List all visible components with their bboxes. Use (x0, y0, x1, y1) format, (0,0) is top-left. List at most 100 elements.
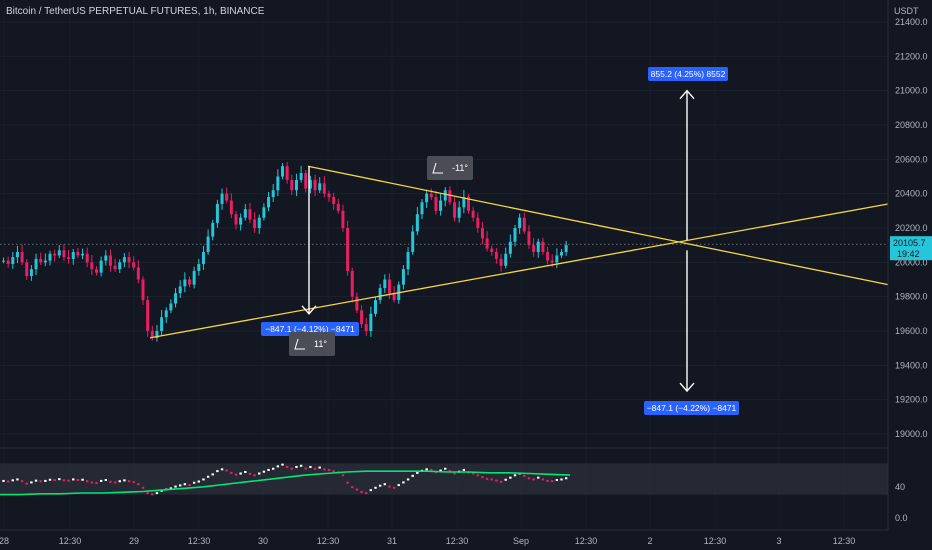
candle-body (104, 255, 108, 261)
candle-body (239, 217, 243, 225)
rsi-point (527, 477, 531, 480)
candle-body (327, 193, 331, 198)
rsi-point (392, 486, 396, 489)
candle-body (122, 257, 126, 263)
candle-body (76, 252, 80, 256)
rsi-point (20, 480, 24, 483)
rsi-point (258, 472, 261, 475)
rsi-point (378, 484, 382, 487)
rsi-point (383, 483, 386, 486)
candle-body (271, 190, 275, 198)
trendlines (149, 165, 889, 339)
price-tick-label: 20400.0 (895, 189, 928, 199)
price-tick-label: 19800.0 (895, 292, 928, 302)
candle-body (448, 190, 452, 203)
candle-body (518, 217, 522, 228)
candle-body (25, 262, 29, 277)
time-tick-label: 2 (647, 536, 652, 546)
candle-body (178, 286, 182, 294)
rsi-point (513, 474, 517, 477)
rsi-point (95, 482, 98, 485)
price-tick-label: 20600.0 (895, 154, 928, 164)
rsi-point (109, 480, 112, 483)
rsi-point (360, 490, 363, 493)
rsi-point (299, 464, 303, 467)
rsi-point (76, 479, 80, 482)
rsi-point (430, 468, 433, 471)
candle-body (387, 279, 391, 294)
candle-body (401, 269, 405, 285)
candle-body (522, 217, 526, 232)
rsi-point (123, 479, 126, 482)
rsi-point (253, 474, 256, 477)
candle-body (411, 231, 415, 253)
angle-label-2-icon (294, 338, 305, 350)
candle-body (508, 241, 512, 254)
rsi-point (388, 485, 391, 488)
rsi-point (295, 465, 298, 468)
candle-body (20, 252, 24, 263)
candle-body (439, 200, 443, 211)
rsi-point (439, 469, 442, 472)
candle-body (85, 253, 89, 263)
candle-body (160, 317, 164, 331)
candle-body (150, 331, 154, 338)
rsi-point (141, 486, 145, 489)
rsi-point (169, 487, 173, 490)
rsi-point (262, 470, 266, 473)
rsi-point (537, 476, 540, 479)
measure-arrow-3-head (679, 382, 695, 393)
candle-body (81, 253, 85, 256)
price-tick-label: 19400.0 (895, 360, 928, 370)
candle-body (513, 228, 517, 242)
rsi-point (151, 493, 154, 496)
rsi-point (146, 492, 149, 495)
candle-body (550, 260, 554, 263)
candle-body (220, 193, 224, 204)
time-tick-label: 29 (129, 536, 139, 546)
rsi-point (234, 473, 238, 476)
rsi-point (564, 477, 568, 480)
measure-label-2-box (648, 67, 728, 81)
current-price-badge (890, 236, 932, 261)
candle-body (2, 260, 5, 262)
rsi-point (481, 476, 484, 479)
measure-label-3: −847.1 (−4.22%) −8471 (647, 403, 737, 413)
measure-label-1-box (261, 322, 359, 336)
rsi-point (453, 472, 456, 475)
candle-body (332, 197, 336, 204)
candle-body (485, 238, 489, 249)
candle-body (243, 209, 247, 218)
price-axis: 19000.0 19200.0 19400.0 19600.0 19800.0 20000… (887, 0, 932, 530)
rsi-point (197, 480, 200, 483)
candle-body (322, 183, 326, 194)
rsi-point (67, 479, 70, 482)
candle-body (39, 258, 43, 263)
candle-body (71, 252, 75, 259)
rsi-point (444, 467, 447, 470)
rsi-point (2, 479, 5, 482)
candle-body (43, 260, 47, 263)
rsi-point (239, 472, 242, 475)
rsi-point (34, 479, 38, 482)
candle-body (350, 270, 354, 297)
rsi-point (495, 479, 498, 482)
rsi-point (355, 488, 359, 491)
rsi-point (402, 481, 405, 484)
rsi-point (341, 474, 345, 477)
rsi-point (462, 468, 466, 471)
measure-arrow-1-head (301, 305, 317, 315)
candle-body (90, 262, 94, 270)
rsi-point (471, 472, 475, 475)
candle-body (11, 257, 15, 265)
candle-body (546, 252, 550, 261)
rsi-point (44, 479, 47, 482)
price-tick-label: 21200.0 (895, 51, 928, 61)
angle-label-2-box (289, 332, 335, 356)
rsi-point (53, 479, 56, 482)
rsi-point (30, 481, 33, 484)
rsi-point (272, 467, 275, 470)
rsi-point (16, 478, 19, 481)
